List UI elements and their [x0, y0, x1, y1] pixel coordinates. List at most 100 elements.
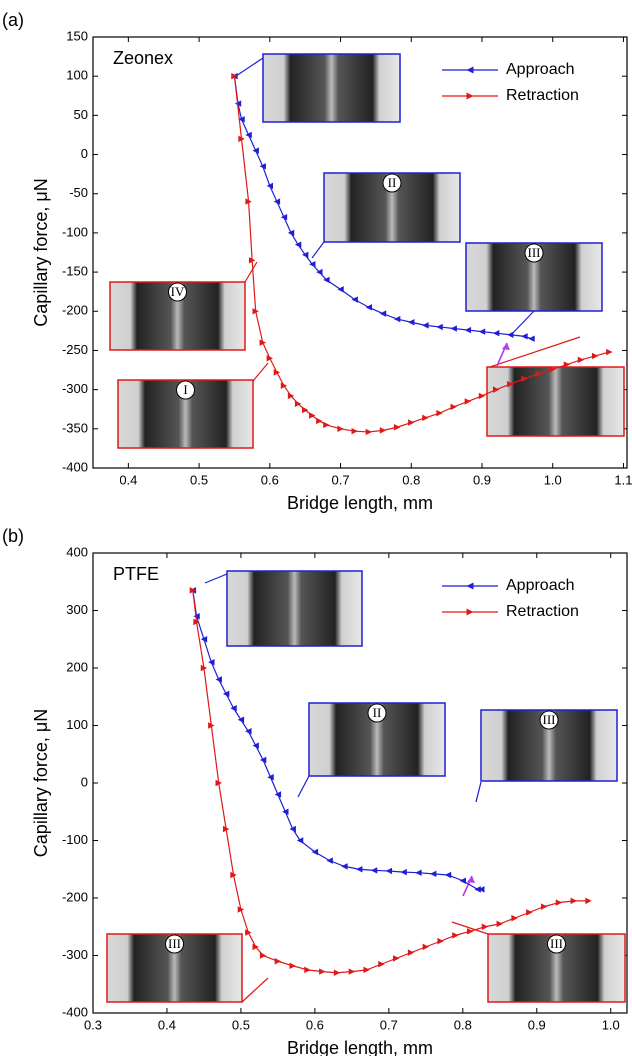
data-marker: [245, 131, 252, 139]
panel-label: (a): [2, 10, 24, 30]
data-marker: [549, 366, 556, 373]
data-marker: [363, 966, 370, 974]
data-marker: [467, 928, 474, 935]
y-tick-label: -250: [62, 342, 88, 357]
data-marker: [230, 705, 237, 712]
y-tick-label: -200: [62, 303, 88, 318]
data-marker: [301, 406, 309, 414]
y-tick-label: -50: [69, 185, 88, 200]
inset-label: II: [373, 705, 382, 720]
data-marker: [464, 326, 472, 334]
x-tick-label: 0.4: [119, 472, 137, 487]
data-marker: [296, 837, 304, 844]
data-marker: [430, 870, 437, 878]
inset-connector: [509, 310, 535, 337]
inset-connector: [252, 362, 269, 382]
data-marker: [535, 370, 542, 378]
data-marker: [237, 716, 245, 723]
data-marker: [540, 903, 548, 910]
data-marker: [287, 392, 295, 400]
data-marker: [193, 613, 200, 620]
data-marker: [200, 664, 208, 672]
data-marker: [280, 214, 288, 221]
y-axis-title: Capillary force, μN: [31, 178, 51, 326]
y-tick-label: 50: [74, 107, 88, 122]
inset-label-circle: [382, 173, 402, 193]
data-marker: [287, 229, 295, 237]
data-marker: [591, 352, 599, 360]
data-marker: [267, 774, 274, 781]
inset-label-circle: [547, 934, 566, 954]
inset-connector: [235, 57, 264, 77]
data-marker: [478, 392, 486, 400]
data-marker: [393, 315, 401, 323]
data-marker: [222, 690, 230, 698]
x-tick-label: 0.9: [473, 472, 491, 487]
inset-label-circle: [539, 710, 559, 730]
data-marker: [351, 427, 358, 435]
data-marker: [208, 659, 215, 666]
inset-label-circle: [165, 934, 184, 954]
data-marker: [507, 331, 514, 338]
y-tick-label: -350: [62, 420, 88, 435]
data-marker: [478, 328, 486, 335]
data-marker: [326, 857, 333, 864]
data-marker: [193, 618, 200, 626]
data-marker: [274, 958, 282, 965]
data-marker: [555, 899, 563, 906]
inset-connector: [297, 775, 310, 798]
x-tick-label: 0.6: [261, 472, 279, 487]
legend-label: Retraction: [506, 603, 579, 620]
data-marker: [316, 268, 323, 276]
data-marker: [378, 960, 385, 968]
data-marker: [319, 968, 326, 975]
data-marker: [400, 868, 407, 876]
inset-connector: [451, 921, 489, 935]
y-tick-label: -150: [62, 264, 88, 279]
data-marker: [341, 863, 348, 870]
data-marker: [511, 914, 518, 922]
data-marker: [348, 968, 356, 975]
data-marker: [474, 886, 481, 893]
y-tick-label: 0: [81, 146, 88, 161]
data-marker: [309, 261, 316, 268]
inset-connector: [204, 573, 228, 584]
x-tick-label: 0.5: [232, 1017, 250, 1032]
y-tick-label: 100: [66, 717, 88, 732]
inset-connector: [475, 781, 482, 803]
data-marker: [289, 962, 296, 970]
sample-label: Zeonex: [113, 48, 173, 68]
data-marker: [337, 425, 344, 433]
data-marker: [496, 920, 503, 928]
data-marker: [266, 182, 274, 190]
data-marker: [492, 330, 500, 337]
data-marker: [459, 877, 467, 884]
data-marker: [379, 427, 387, 434]
legend-marker: [466, 608, 474, 616]
data-marker: [337, 286, 344, 293]
data-marker: [245, 198, 252, 205]
data-marker: [351, 296, 358, 303]
data-marker: [464, 398, 472, 405]
data-marker: [365, 304, 373, 311]
data-marker: [252, 308, 259, 315]
x-tick-label: 0.9: [528, 1017, 546, 1032]
data-marker: [528, 335, 535, 342]
inset-photo: [106, 933, 243, 1003]
plot-frame: [92, 552, 628, 1014]
data-marker: [238, 116, 245, 123]
y-tick-label: 400: [66, 544, 88, 559]
x-tick-label: 0.4: [158, 1017, 176, 1032]
inset-label: III: [168, 936, 181, 951]
data-marker: [422, 414, 429, 422]
data-marker: [294, 400, 302, 407]
data-marker: [316, 417, 323, 425]
data-marker: [245, 929, 252, 936]
data-marker: [222, 825, 230, 833]
x-tick-label: 0.8: [402, 472, 420, 487]
data-marker: [252, 147, 259, 154]
legend-label: Approach: [506, 61, 575, 78]
data-marker: [379, 310, 387, 317]
data-marker: [521, 333, 528, 340]
legend-marker: [466, 92, 474, 100]
